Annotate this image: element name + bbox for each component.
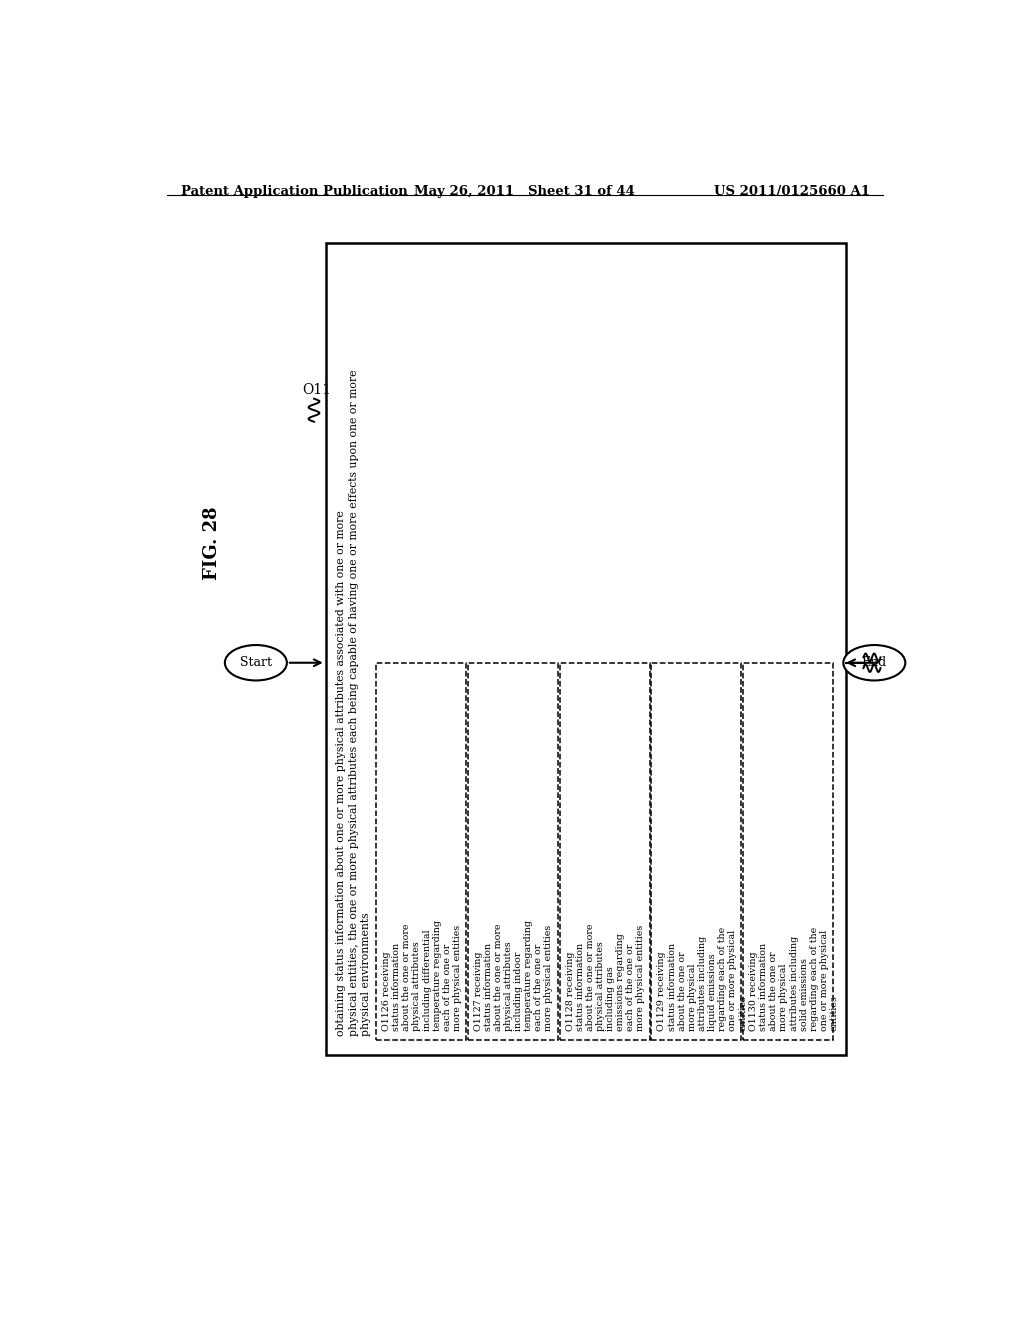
Text: regarding each of the: regarding each of the [718,927,727,1031]
Text: each of the one or: each of the one or [535,944,544,1031]
Text: more physical: more physical [688,964,696,1031]
Text: entities: entities [829,995,839,1031]
Ellipse shape [844,645,905,681]
Text: status information: status information [575,942,585,1031]
Text: O1129 receiving: O1129 receiving [657,952,667,1031]
Text: physical attributes: physical attributes [596,941,605,1031]
Bar [326,243,847,1056]
Text: more physical entities: more physical entities [545,924,554,1031]
Bar [651,663,741,1040]
Text: status information: status information [484,942,493,1031]
Text: physical attributes: physical attributes [413,941,422,1031]
Text: O1127 receiving: O1127 receiving [474,952,483,1031]
Text: status information: status information [760,942,768,1031]
Text: more physical entities: more physical entities [453,924,462,1031]
Text: more physical entities: more physical entities [636,924,645,1031]
Bar [559,663,650,1040]
Text: attributes including: attributes including [697,936,707,1031]
Text: regarding each of the: regarding each of the [810,927,819,1031]
Bar [743,663,834,1040]
Text: solid emissions: solid emissions [800,958,809,1031]
Text: each of the one or: each of the one or [626,944,635,1031]
Text: liquid emissions: liquid emissions [708,953,717,1031]
Text: O11: O11 [303,383,332,397]
Text: about the one or more: about the one or more [495,923,503,1031]
Text: US 2011/0125660 A1: US 2011/0125660 A1 [715,185,870,198]
Text: temperature regarding: temperature regarding [432,920,441,1031]
Text: FIG. 28: FIG. 28 [203,507,221,581]
Ellipse shape [225,645,287,681]
Text: each of the one or: each of the one or [442,944,452,1031]
Text: one or more physical: one or more physical [728,929,737,1031]
Text: End: End [862,656,887,669]
Text: physical attributes: physical attributes [504,941,513,1031]
Text: obtaining status information about one or more physical attributes associated wi: obtaining status information about one o… [337,511,346,1036]
Text: physical environments: physical environments [361,912,372,1036]
Text: emissions regarding: emissions regarding [616,933,625,1031]
Text: about the one or: about the one or [769,952,778,1031]
Text: attributes including: attributes including [790,936,799,1031]
Text: more physical: more physical [779,964,788,1031]
Text: including indoor: including indoor [514,952,523,1031]
Text: about the one or: about the one or [678,952,687,1031]
Text: May 26, 2011   Sheet 31 of 44: May 26, 2011 Sheet 31 of 44 [415,185,635,198]
Bar [468,663,558,1040]
Text: Patent Application Publication: Patent Application Publication [180,185,408,198]
Text: status information: status information [392,942,401,1031]
Text: including differential: including differential [423,929,431,1031]
Text: one or more physical: one or more physical [820,929,828,1031]
Text: entities: entities [738,995,748,1031]
Text: physical entities, the one or more physical attributes each being capable of hav: physical entities, the one or more physi… [349,370,358,1036]
Bar [376,663,466,1040]
Text: including gas: including gas [606,966,615,1031]
Text: O1128 receiving: O1128 receiving [565,952,574,1031]
Text: status information: status information [668,942,677,1031]
Text: Start: Start [240,656,272,669]
Text: about the one or more: about the one or more [402,923,412,1031]
Text: O1130 receiving: O1130 receiving [750,952,758,1031]
Text: temperature regarding: temperature regarding [524,920,534,1031]
Text: O1126 receiving: O1126 receiving [382,952,391,1031]
Text: about the one or more: about the one or more [586,923,595,1031]
